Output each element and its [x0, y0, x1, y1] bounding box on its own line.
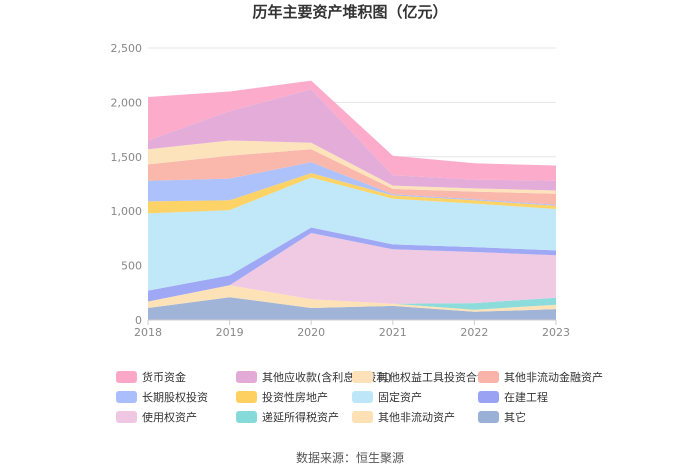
- legend-item[interactable]: 其他权益工具投资合计: [352, 370, 488, 384]
- data-source: 数据来源：恒生聚源: [296, 450, 404, 465]
- legend-item[interactable]: 在建工程: [478, 390, 548, 404]
- legend-item[interactable]: 其它: [478, 410, 526, 424]
- area-其它: [148, 297, 556, 320]
- legend: 货币资金 其他应收款(含利息和股利)其他权益工具投资合计 其他非流动金融资产长期股权…: [116, 370, 603, 424]
- y-tick-label: 2,500: [111, 42, 143, 55]
- area-其他非流动金融资产: [148, 149, 556, 205]
- legend-item[interactable]: 长期股权投资: [116, 390, 208, 404]
- legend-label: 递延所得税资产: [262, 410, 339, 424]
- legend-label: 长期股权投资: [142, 390, 208, 404]
- y-tick-label: 1,000: [111, 205, 143, 218]
- legend-item[interactable]: 固定资产: [352, 390, 422, 404]
- legend-item[interactable]: 货币资金: [116, 370, 186, 384]
- y-tick-label: 500: [121, 260, 142, 273]
- legend-label: 货币资金: [142, 370, 186, 384]
- area-使用权资产: [148, 233, 556, 304]
- y-tick-label: 2,000: [111, 96, 143, 109]
- area-递延所得税资产: [148, 285, 556, 310]
- legend-label: 其他权益工具投资合计: [378, 370, 488, 384]
- axes: 0 500 1,000 1,500 2,000 2,500 2018 2019 2020 2021…: [111, 42, 571, 339]
- chart-title: 历年主要资产堆积图（亿元）: [252, 3, 447, 21]
- legend-item[interactable]: 其他非流动资产: [352, 410, 455, 424]
- y-tick-label: 1,500: [111, 151, 143, 164]
- area-货币资金: [148, 80, 556, 181]
- x-tick-label: 2018: [134, 326, 162, 339]
- legend-label: 其他非流动金融资产: [504, 370, 603, 384]
- area-其他权益工具投资合计: [148, 140, 556, 194]
- legend-label: 其它: [504, 410, 526, 424]
- x-tick-label: 2022: [460, 326, 488, 339]
- legend-swatch: [478, 411, 499, 423]
- legend-item[interactable]: 投资性房地产: [236, 390, 328, 404]
- legend-swatch: [236, 391, 257, 403]
- legend-swatch: [478, 371, 499, 383]
- legend-swatch: [116, 371, 137, 383]
- legend-label: 其他非流动资产: [378, 410, 455, 424]
- legend-swatch: [236, 411, 257, 423]
- legend-label: 固定资产: [378, 390, 422, 404]
- area-投资性房地产: [148, 173, 556, 214]
- x-tick-label: 2021: [379, 326, 407, 339]
- legend-label: 投资性房地产: [262, 390, 328, 404]
- legend-swatch: [236, 371, 257, 383]
- area-固定资产: [148, 177, 556, 291]
- x-tick-label: 2020: [297, 326, 325, 339]
- legend-item[interactable]: 其他非流动金融资产: [478, 370, 603, 384]
- legend-swatch: [352, 391, 373, 403]
- area-长期股权投资: [148, 162, 556, 206]
- area-其他应收款(含利息和股利): [148, 89, 556, 191]
- legend-item[interactable]: 使用权资产: [116, 410, 197, 424]
- legend-swatch: [116, 391, 137, 403]
- y-tick-label: 0: [135, 314, 142, 327]
- legend-swatch: [116, 411, 137, 423]
- stacked-areas: [148, 80, 556, 320]
- legend-item[interactable]: 递延所得税资产: [236, 410, 339, 424]
- legend-label: 在建工程: [504, 390, 548, 404]
- legend-label: 使用权资产: [142, 410, 197, 424]
- legend-swatch: [352, 411, 373, 423]
- legend-swatch: [352, 371, 373, 383]
- x-tick-label: 2019: [216, 326, 244, 339]
- area-其他非流动资产: [148, 285, 556, 312]
- x-tick-label: 2023: [542, 326, 570, 339]
- legend-swatch: [478, 391, 499, 403]
